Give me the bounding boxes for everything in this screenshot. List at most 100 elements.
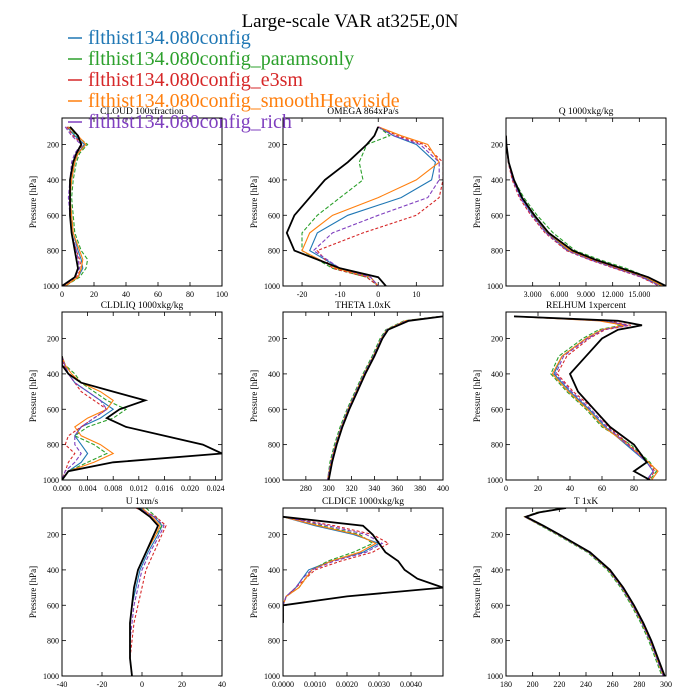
panel-2: OMEGA 864xPa/s Pressure [hPa] 200 400 600 800… [249,107,444,299]
reference-line [129,508,160,676]
figure-title: Large-scale VAR at325E,0N [242,11,459,32]
y-axis-label: Pressure [hPa] [472,176,482,228]
panel-title: T 1xK [574,497,599,507]
panel-frame [61,507,223,677]
y-tick-label: 1000 [264,672,280,681]
series-line-1 [283,516,381,623]
y-tick-label: 1000 [43,476,59,485]
x-tick-label: -10 [335,290,346,299]
x-tick-label: 80 [186,290,194,299]
y-axis-label: Pressure [hPa] [249,566,259,618]
legend-label: flthist134.080config_e3sm [88,69,303,91]
series-lines [129,508,167,676]
x-tick-label: 280 [633,680,645,689]
y-tick-label: 600 [268,601,280,610]
y-tick-label: 400 [47,566,59,575]
series-line-3 [524,508,664,676]
y-tick-label: 400 [47,176,59,185]
series-lines [327,315,443,480]
reference-line [506,135,666,286]
y-tick-label: 1000 [43,672,59,681]
series-lines [523,508,666,676]
series-line-1 [523,508,664,676]
legend: flthist134.080configflthist134.080config… [68,27,400,133]
legend-label: flthist134.080config_rich [88,111,292,133]
x-tick-label: 0.0000 [272,680,294,689]
panel-title: CLDICE 1000xkg/kg [322,497,404,507]
x-tick-label: -40 [57,680,68,689]
panel-frame [505,311,667,481]
y-tick-label: 200 [491,531,503,540]
x-tick-label: 0.004 [79,484,97,493]
series-line-2 [62,356,128,480]
y-tick-label: 400 [491,566,503,575]
y-tick-label: 800 [47,247,59,256]
reference-line [327,315,443,480]
y-tick-label: 1000 [264,282,280,291]
y-tick-label: 600 [268,405,280,414]
series-line-4 [283,516,378,623]
series-lines [506,135,666,286]
x-tick-label: 0.016 [155,484,173,493]
y-tick-label: 800 [491,247,503,256]
series-line-2 [64,126,89,286]
y-tick-label: 400 [268,370,280,379]
series-line-4 [301,126,440,286]
x-tick-label: 60 [154,290,162,299]
y-tick-label: 400 [491,176,503,185]
series-line-2 [506,135,665,286]
y-tick-label: 600 [47,601,59,610]
y-tick-label: 200 [47,141,59,150]
y-axis-label: Pressure [hPa] [28,370,38,422]
series-line-3 [129,508,167,676]
panel-title: OMEGA 864xPa/s [327,107,399,117]
y-tick-label: 600 [491,405,503,414]
series-lines [62,356,222,480]
x-tick-label: 40 [566,484,574,493]
panel-frame [61,117,223,287]
legend-label: flthist134.080config_smoothHeaviside [88,90,400,112]
x-tick-label: 9.000 [577,290,595,299]
y-tick-label: 800 [47,637,59,646]
legend-label: flthist134.080config_paramsonly [88,48,354,70]
y-axis-label: Pressure [hPa] [249,370,259,422]
x-tick-label: 40 [218,680,226,689]
series-line-5 [62,356,108,480]
series-line-3 [327,315,442,480]
x-tick-label: 340 [368,484,380,493]
y-tick-label: 200 [47,335,59,344]
panel-frame [61,311,223,481]
x-tick-label: 60 [598,484,606,493]
y-tick-label: 400 [491,370,503,379]
y-tick-label: 1000 [487,282,503,291]
x-tick-label: 15.000 [628,290,650,299]
series-line-3 [316,126,443,286]
panel-title: CLOUD 100xfraction [100,106,184,117]
x-tick-label: 200 [527,680,539,689]
x-tick-label: 0.008 [104,484,122,493]
y-axis-label: Pressure [hPa] [249,176,259,228]
series-line-1 [309,126,437,286]
reference-line [285,126,387,286]
y-tick-label: 400 [47,370,59,379]
x-tick-label: 0.012 [130,484,148,493]
y-tick-label: 800 [268,637,280,646]
y-tick-label: 200 [268,531,280,540]
series-lines [62,126,89,286]
reference-line [523,508,666,676]
x-tick-label: 400 [437,484,449,493]
y-tick-label: 200 [268,141,280,150]
series-line-5 [129,508,165,676]
x-tick-label: 0.0040 [400,680,422,689]
x-tick-label: -20 [97,680,108,689]
y-tick-label: 600 [268,211,280,220]
y-tick-label: 600 [491,601,503,610]
x-tick-label: 280 [300,484,312,493]
series-line-3 [506,135,660,286]
series-line-5 [523,508,664,676]
x-tick-label: 360 [391,484,403,493]
panels: CLOUD 100xfraction Pressure [hPa] 200 400 60… [28,106,672,689]
panel-5: THETA 1.0xK Pressure [hPa] 200 400 600 800 100… [249,301,449,493]
